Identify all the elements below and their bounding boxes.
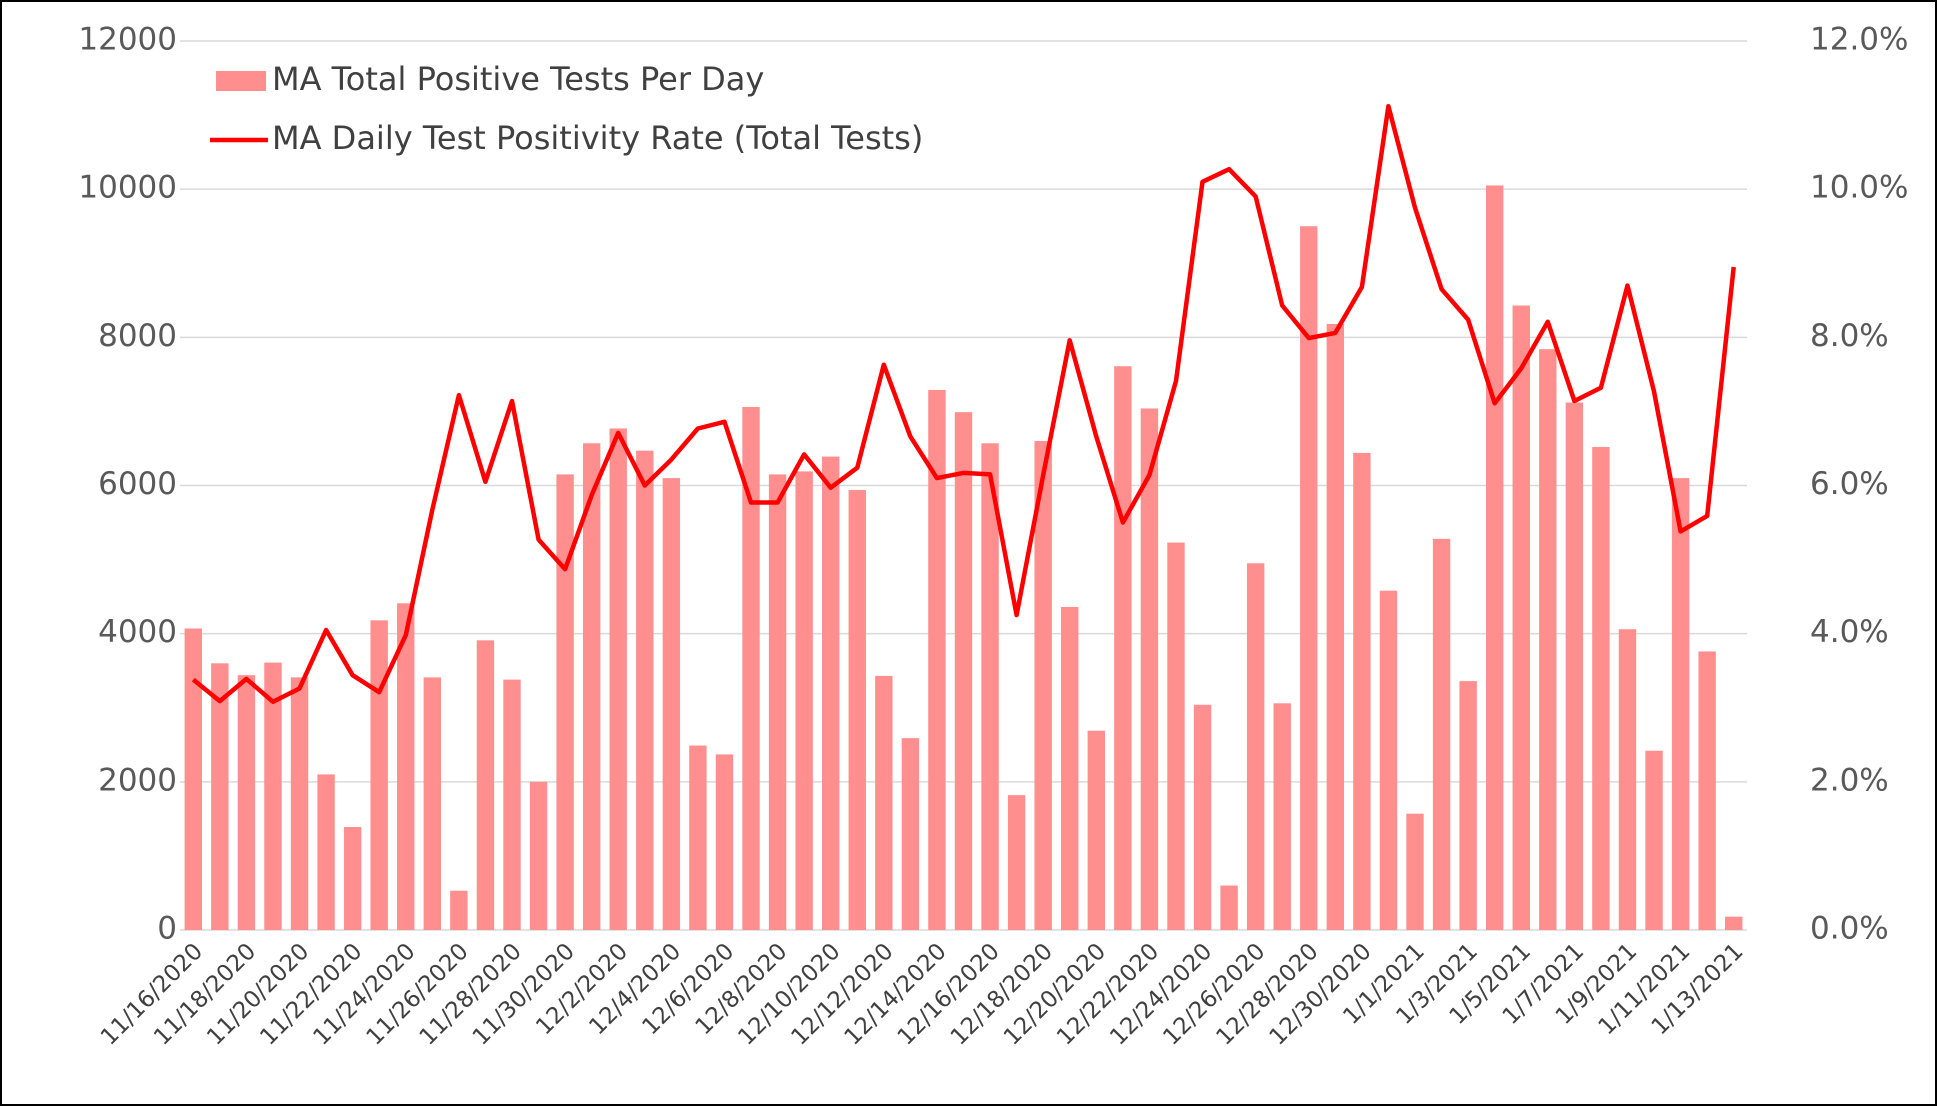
bar [662, 478, 681, 930]
bar [1061, 606, 1079, 930]
line [191, 103, 1736, 705]
bar [1114, 366, 1132, 930]
y2-tick-label: 8.0% [1810, 318, 1889, 354]
bar [609, 428, 627, 930]
legend-label: MA Total Positive Tests Per Day [272, 60, 764, 98]
bar [1220, 885, 1238, 930]
y2-tick-label: 4.0% [1810, 614, 1889, 650]
bar [1432, 538, 1451, 930]
bar [822, 456, 840, 930]
bar [1140, 408, 1159, 930]
bar [1565, 402, 1584, 930]
y-tick-label: 6000 [98, 466, 177, 502]
bar [1645, 750, 1663, 930]
bar [689, 745, 707, 930]
bar [1007, 795, 1026, 930]
legend-swatch [216, 71, 266, 91]
bar [264, 662, 282, 930]
bar [981, 443, 999, 930]
bar [317, 774, 335, 930]
bar [237, 675, 256, 930]
y2-tick-label: 12.0% [1810, 22, 1908, 58]
bar [1246, 563, 1265, 930]
y-tick-label: 2000 [98, 762, 177, 798]
y-tick-label: 12000 [78, 22, 177, 58]
bar [397, 603, 415, 930]
bar [901, 738, 920, 930]
bar [954, 412, 973, 931]
legend-label: MA Daily Test Positivity Rate (Total Tes… [272, 119, 923, 157]
bar [211, 663, 229, 930]
y2-tick-label: 0.0% [1810, 911, 1889, 947]
bar [1512, 305, 1530, 930]
bar [742, 406, 760, 930]
bar [636, 450, 654, 930]
bar [290, 677, 309, 930]
bar [848, 489, 866, 930]
bar [184, 628, 202, 930]
bar [875, 675, 893, 930]
bar [768, 474, 787, 930]
bar [423, 677, 442, 930]
bar [1592, 446, 1610, 930]
bar [450, 890, 468, 930]
bar [476, 640, 495, 930]
bar [928, 389, 946, 930]
bar [1193, 704, 1212, 930]
bar [715, 754, 734, 930]
y-tick-label: 0 [157, 911, 177, 947]
y2-tick-label: 2.0% [1810, 762, 1889, 798]
y2-tick-label: 10.0% [1810, 170, 1908, 206]
bar [1406, 813, 1424, 930]
bar [503, 679, 521, 930]
bar [795, 471, 813, 930]
bar [1273, 703, 1291, 930]
bar [1300, 226, 1318, 931]
bar [1353, 452, 1371, 930]
bar [370, 620, 388, 930]
bar [1485, 185, 1504, 930]
bar [582, 443, 601, 930]
bar [529, 781, 548, 930]
y-tick-label: 8000 [98, 318, 177, 354]
bar [1167, 542, 1185, 930]
y2-tick-label: 6.0% [1810, 466, 1889, 502]
bar [1671, 478, 1690, 930]
bar [1459, 681, 1477, 930]
bar [1725, 916, 1743, 930]
bar [1698, 651, 1716, 930]
bar [1326, 323, 1345, 931]
bar [556, 474, 574, 930]
bar [1379, 590, 1398, 930]
bar [1618, 629, 1637, 930]
y-tick-label: 10000 [78, 170, 177, 206]
bar [1034, 441, 1052, 930]
bar [343, 827, 362, 930]
bar [1539, 349, 1557, 931]
y-tick-label: 4000 [98, 614, 177, 650]
bar [1087, 730, 1105, 930]
